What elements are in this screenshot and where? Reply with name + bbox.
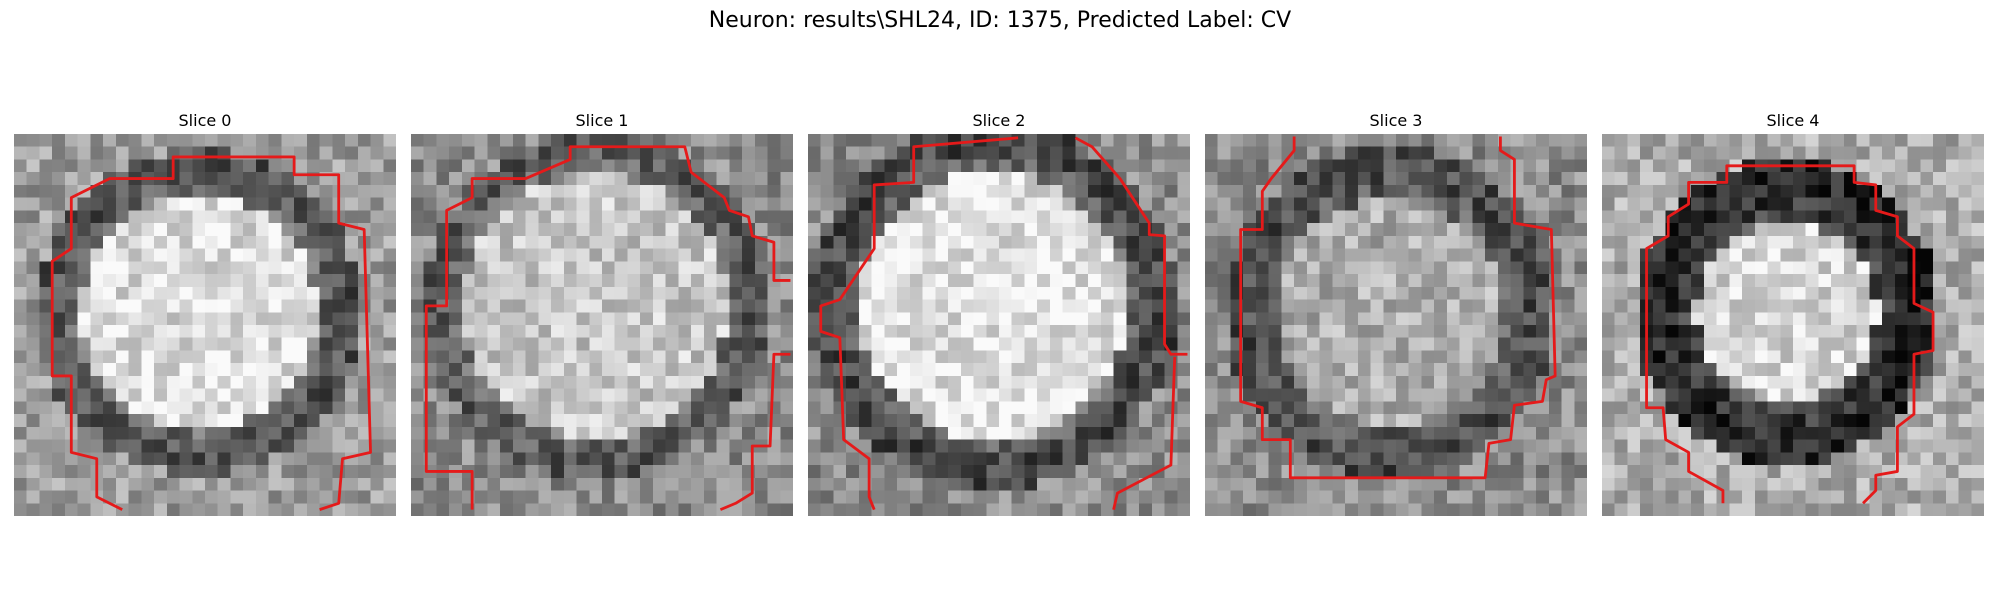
figure-title: Neuron: results\SHL24, ID: 1375, Predict… xyxy=(708,8,1292,33)
slice-panel-0: Slice 0 xyxy=(14,110,396,516)
slice-title-4: Slice 4 xyxy=(1766,111,1820,130)
slice-image-4 xyxy=(1602,134,1984,516)
contour-line xyxy=(1645,164,1935,505)
contour-line xyxy=(50,155,372,511)
slice-panel-3: Slice 3 xyxy=(1205,110,1587,516)
slice-panel-2: Slice 2 xyxy=(808,110,1190,516)
slice-title-0: Slice 0 xyxy=(178,111,232,130)
slice-image-0 xyxy=(14,134,396,516)
slice-image-2 xyxy=(808,134,1190,516)
slice-panel-4: Slice 4 xyxy=(1602,110,1984,516)
contour-line xyxy=(1239,136,1557,480)
contour-line xyxy=(424,145,791,511)
slice-title-2: Slice 2 xyxy=(972,111,1026,130)
slice-image-3 xyxy=(1205,134,1587,516)
slice-panel-1: Slice 1 xyxy=(411,110,793,516)
slice-image-1 xyxy=(411,134,793,516)
contour-line xyxy=(819,136,1188,511)
slice-title-3: Slice 3 xyxy=(1369,111,1423,130)
slice-title-1: Slice 1 xyxy=(575,111,629,130)
